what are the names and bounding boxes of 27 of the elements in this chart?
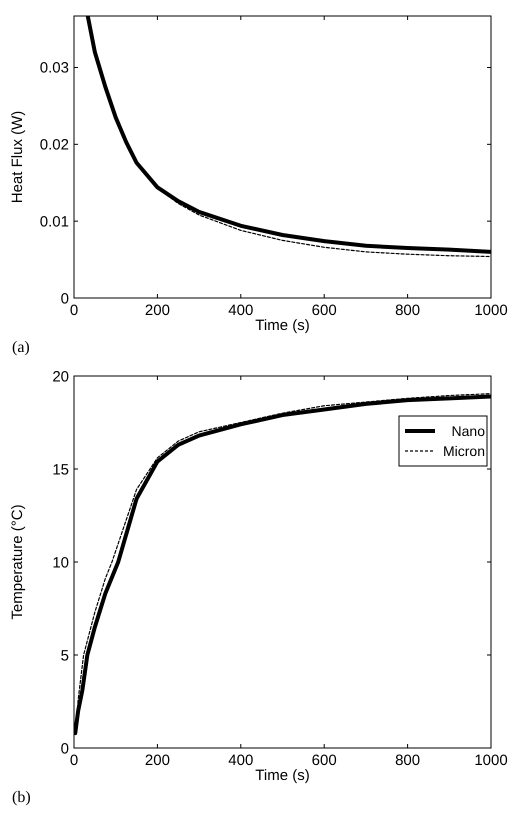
text: (a) — [12, 339, 30, 356]
y-tick-label: 20 — [52, 368, 69, 386]
y-tick-label: 0.02 — [40, 136, 69, 154]
y-axis-title: Temperature (°C) — [9, 504, 26, 620]
y-tick-label: 5 — [60, 647, 69, 664]
x-tick-label: 200 — [144, 752, 170, 769]
x-tick-label: 800 — [395, 302, 420, 319]
y-tick-label: 15 — [52, 461, 69, 478]
x-tick-label: 800 — [395, 752, 420, 769]
x-tick-label: 400 — [228, 302, 254, 319]
y-tick-label: 0 — [60, 290, 69, 308]
y-tick-label: 0 — [60, 740, 69, 758]
y-axis-title: Heat Flux (W) — [9, 110, 26, 204]
text: (b) — [12, 789, 31, 806]
x-tick-label: 1000 — [474, 752, 508, 769]
legend-label: Nano — [452, 422, 486, 439]
x-tick-label: 600 — [312, 752, 337, 769]
y-tick-label: 10 — [52, 554, 69, 572]
x-axis-title: Time (s) — [255, 767, 310, 784]
x-tick-label: 400 — [228, 752, 254, 769]
x-tick-label: 600 — [312, 302, 337, 319]
y-tick-label: 0.03 — [40, 60, 69, 77]
x-axis-title: Time (s) — [255, 317, 310, 334]
y-tick-label: 0.01 — [40, 213, 69, 230]
x-tick-label: 200 — [144, 302, 170, 319]
legend-label: Micron — [442, 442, 485, 459]
x-tick-label: 1000 — [474, 302, 508, 319]
